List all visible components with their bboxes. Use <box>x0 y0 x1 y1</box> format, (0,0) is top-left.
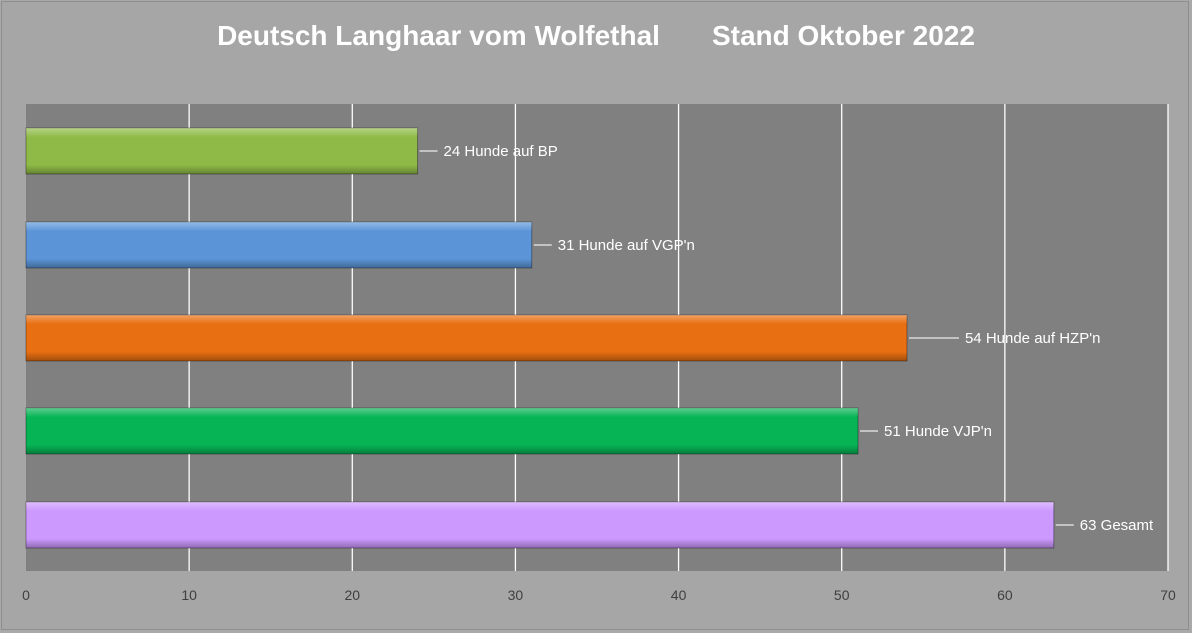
x-tick-label: 70 <box>1160 587 1176 603</box>
x-tick-label: 20 <box>344 587 360 603</box>
chart-title-date: Stand Oktober 2022 <box>711 20 975 51</box>
chart-title: Deutsch Langhaar vom Wolfethal Stand Okto… <box>0 20 1192 52</box>
x-tick-label: 30 <box>508 587 524 603</box>
bar-bevel <box>26 222 532 268</box>
x-tick-label: 60 <box>997 587 1013 603</box>
bar-bevel <box>26 408 859 454</box>
data-label: 63 Gesamt <box>1080 517 1154 534</box>
data-label: 24 Hunde auf BP <box>444 143 558 160</box>
data-label: 31 Hunde auf VGP'n <box>558 237 695 254</box>
chart-title-main: Deutsch Langhaar vom Wolfethal <box>217 20 660 51</box>
x-tick-label: 50 <box>834 587 850 603</box>
x-tick-label: 40 <box>671 587 687 603</box>
x-tick-label: 10 <box>181 587 197 603</box>
bar-bevel <box>26 315 907 361</box>
data-label: 51 Hunde VJP'n <box>884 423 992 440</box>
x-tick-label: 0 <box>22 587 30 603</box>
bar-bevel <box>26 502 1054 548</box>
bar-bevel <box>26 128 418 174</box>
data-label: 54 Hunde auf HZP'n <box>965 330 1100 347</box>
